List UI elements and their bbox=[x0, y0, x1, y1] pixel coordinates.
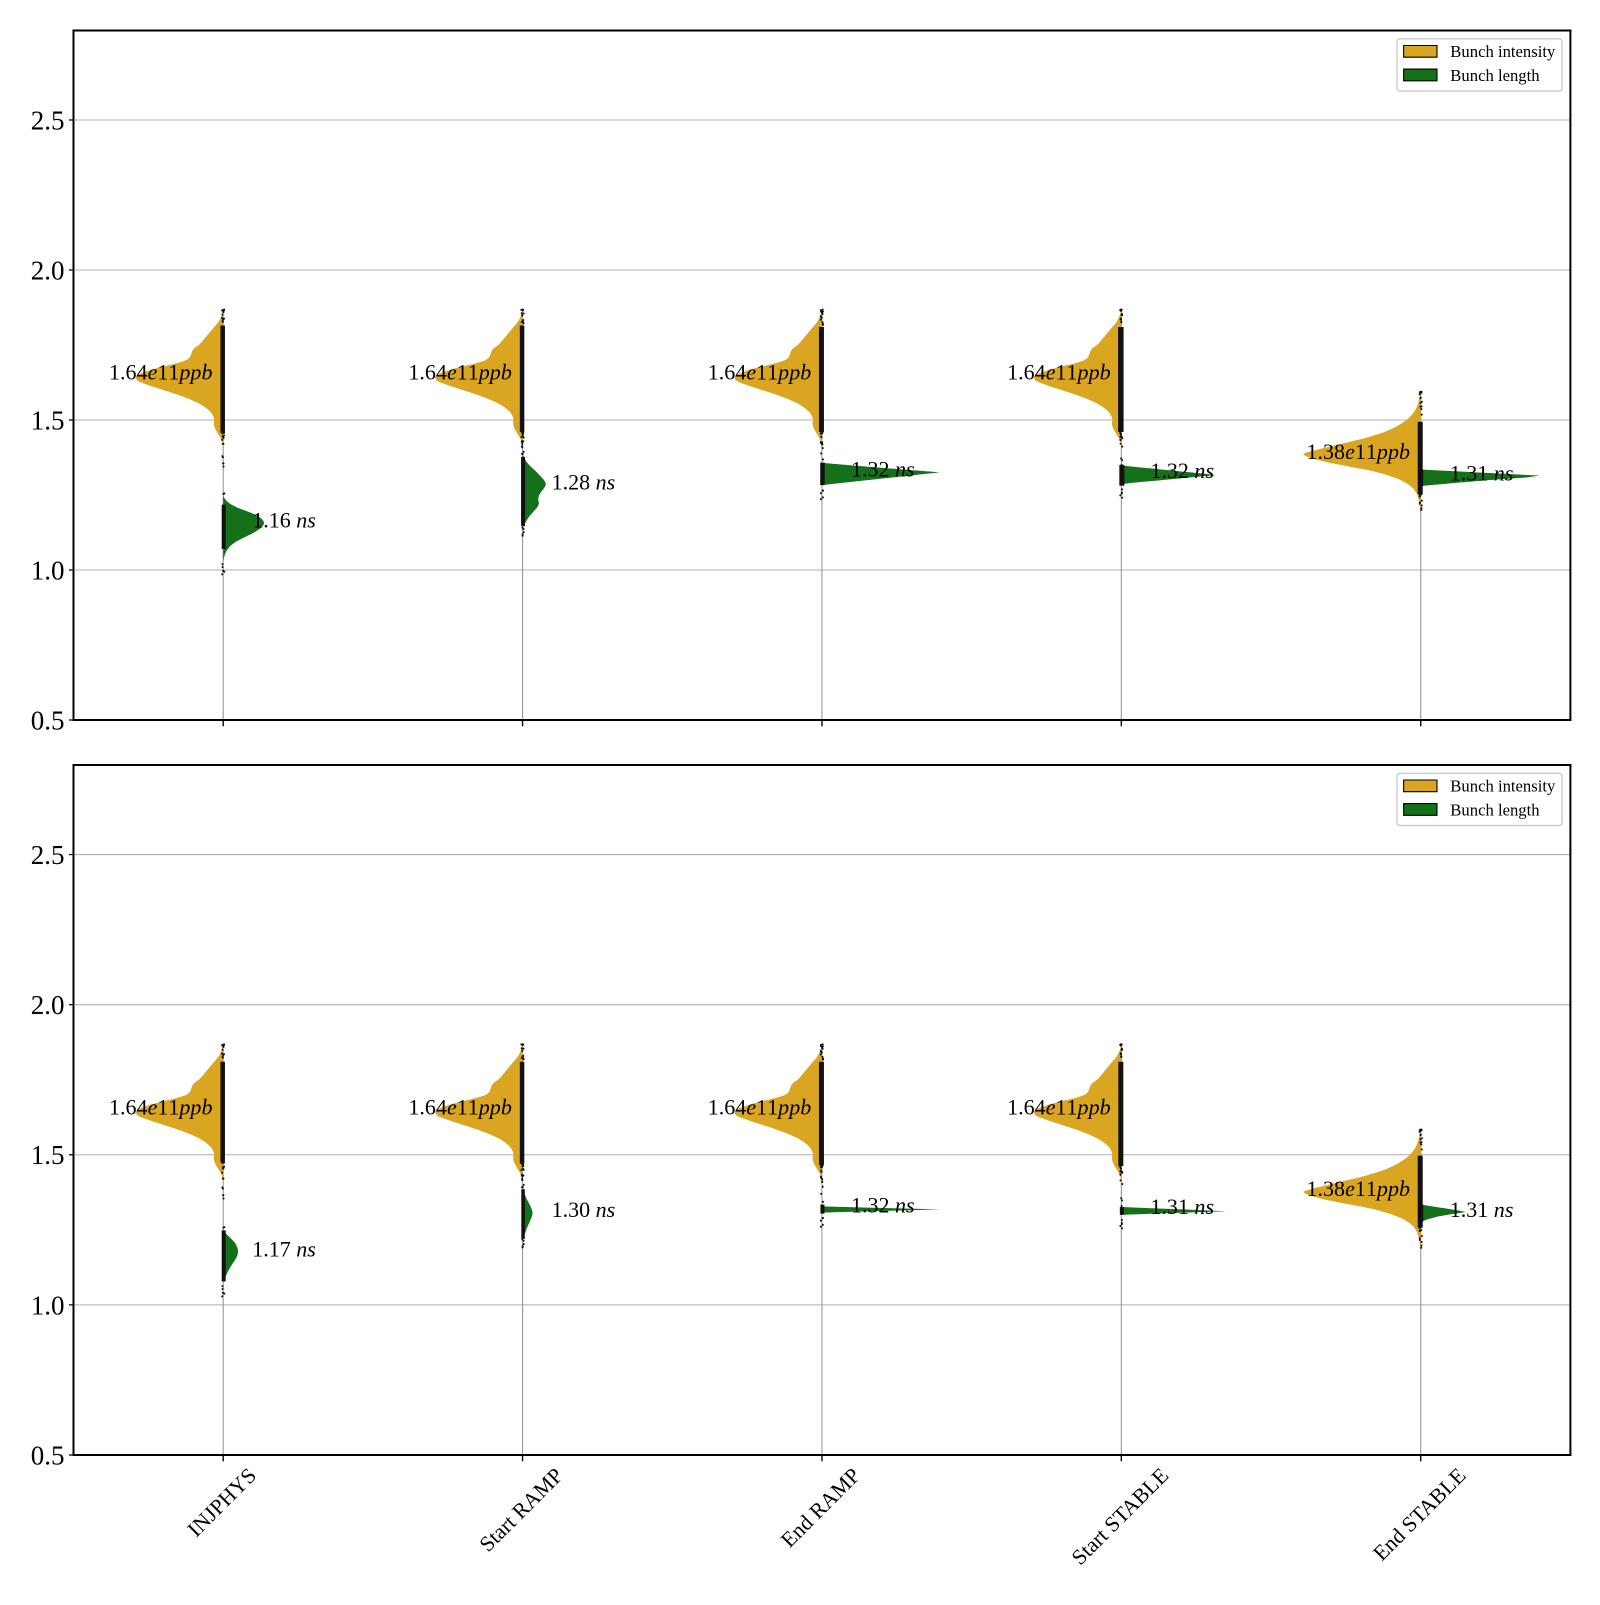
svg-text:1 . 3 8: 1 . 3 8 1 1 e p p b bbox=[1307, 1176, 1410, 1201]
svg-text:2.5: 2.5 bbox=[31, 105, 65, 135]
svg-text:Bunch intensity: Bunch intensity bbox=[1450, 777, 1556, 796]
svg-text:1 . 6 4: 1 . 6 4 1 1 e p p b bbox=[109, 1094, 212, 1119]
svg-text:1 . 3 0: 1 . 3 0 n s bbox=[552, 1197, 616, 1222]
svg-text:1 . 3 1: 1 . 3 1 n s bbox=[1150, 1194, 1214, 1219]
svg-text:0.5: 0.5 bbox=[31, 705, 65, 735]
svg-text:1.0: 1.0 bbox=[31, 555, 65, 585]
svg-text:1.0: 1.0 bbox=[31, 1290, 65, 1320]
svg-text:Bunch intensity: Bunch intensity bbox=[1450, 42, 1556, 61]
svg-text:Bunch length: Bunch length bbox=[1450, 800, 1540, 819]
svg-text:1.5: 1.5 bbox=[31, 1140, 65, 1170]
svg-text:1 . 6 4: 1 . 6 4 1 1 e p p b bbox=[408, 1094, 511, 1119]
svg-text:1 . 3 1: 1 . 3 1 n s bbox=[1450, 460, 1514, 485]
svg-text:0.5: 0.5 bbox=[31, 1440, 65, 1470]
svg-text:1 . 3 1: 1 . 3 1 n s bbox=[1450, 1197, 1514, 1222]
svg-text:1 . 6 4: 1 . 6 4 1 1 e p p b bbox=[1007, 360, 1110, 385]
svg-text:1 . 1 7: 1 . 1 7 n s bbox=[252, 1236, 316, 1261]
svg-text:1 . 6 4: 1 . 6 4 1 1 e p p b bbox=[708, 360, 811, 385]
svg-text:1 . 3 2: 1 . 3 2 n s bbox=[851, 1193, 915, 1218]
svg-text:1 . 1 6: 1 . 1 6 n s bbox=[252, 508, 316, 533]
svg-text:2.0: 2.0 bbox=[31, 255, 65, 285]
svg-text:1 . 3 2: 1 . 3 2 n s bbox=[851, 457, 915, 482]
svg-text:1.5: 1.5 bbox=[31, 405, 65, 435]
svg-text:Bunch length: Bunch length bbox=[1450, 66, 1540, 85]
svg-text:1 . 3 8: 1 . 3 8 1 1 e p p b bbox=[1307, 439, 1410, 464]
svg-text:1 . 6 4: 1 . 6 4 1 1 e p p b bbox=[408, 360, 511, 385]
svg-text:2.0: 2.0 bbox=[31, 990, 65, 1020]
svg-text:1 . 6 4: 1 . 6 4 1 1 e p p b bbox=[1007, 1094, 1110, 1119]
svg-text:1 . 6 4: 1 . 6 4 1 1 e p p b bbox=[708, 1094, 811, 1119]
svg-text:1 . 2 8: 1 . 2 8 n s bbox=[552, 470, 616, 495]
svg-text:2.5: 2.5 bbox=[31, 840, 65, 870]
svg-text:1 . 3 2: 1 . 3 2 n s bbox=[1150, 458, 1214, 483]
svg-text:1 . 6 4: 1 . 6 4 1 1 e p p b bbox=[109, 360, 212, 385]
